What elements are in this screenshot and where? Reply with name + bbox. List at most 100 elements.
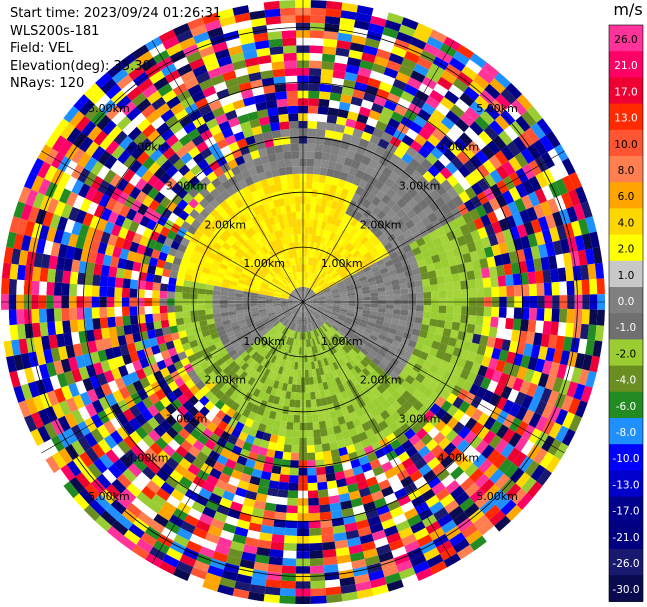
ppi-cell	[416, 210, 428, 221]
ppi-cell	[266, 310, 275, 315]
ppi-cell	[214, 341, 224, 349]
ppi-cell	[211, 375, 221, 386]
ppi-cell	[365, 341, 374, 349]
ppi-cell	[257, 336, 265, 344]
ppi-cell	[536, 468, 552, 486]
ppi-cell	[339, 347, 348, 356]
ppi-cell	[358, 138, 370, 149]
ppi-cell	[530, 370, 542, 386]
ppi-cell	[229, 92, 243, 103]
ppi-cell	[225, 357, 235, 366]
ppi-cell	[337, 282, 345, 288]
ppi-cell	[363, 124, 376, 135]
ppi-cell	[179, 476, 193, 489]
ppi-cell	[219, 63, 235, 75]
ppi-cell	[350, 96, 363, 107]
ppi-cell	[293, 181, 300, 190]
ppi-cell	[442, 328, 452, 338]
ppi-cell	[175, 317, 185, 326]
ppi-cell	[215, 113, 228, 125]
ppi-cell	[573, 383, 586, 401]
ppi-cell	[333, 425, 342, 435]
ppi-cell	[346, 267, 355, 275]
ppi-cell	[273, 307, 282, 311]
ppi-cell	[69, 110, 85, 128]
ppi-cell	[405, 445, 418, 458]
ppi-cell	[257, 298, 266, 301]
ppi-cell	[139, 235, 150, 247]
ppi-cell	[291, 384, 297, 393]
ppi-cell	[458, 132, 473, 147]
ppi-cell	[355, 581, 372, 592]
ppi-cell	[160, 109, 175, 123]
ppi-cell	[290, 322, 295, 330]
colorbar-swatch	[609, 496, 643, 524]
ppi-cell	[141, 466, 156, 480]
ppi-cell	[217, 55, 233, 68]
ppi-cell	[265, 274, 274, 281]
ppi-cell	[464, 482, 480, 498]
ppi-cell	[427, 325, 437, 334]
ppi-cell	[453, 289, 462, 298]
ppi-cell	[410, 70, 426, 83]
info-panel: Start time: 2023/09/24 01:26:31 WLS200s-…	[10, 5, 221, 93]
ppi-cell	[341, 355, 349, 365]
ppi-cell	[482, 201, 494, 215]
ppi-cell	[23, 280, 32, 295]
ppi-cell	[452, 281, 462, 291]
ppi-cell	[199, 546, 215, 559]
ppi-cell	[380, 357, 391, 367]
ppi-cell	[320, 435, 330, 445]
ppi-cell	[159, 367, 171, 378]
ppi-cell	[462, 252, 472, 264]
ppi-cell	[69, 307, 78, 321]
ppi-cell	[300, 287, 302, 295]
ppi-cell	[121, 508, 138, 524]
ppi-cell	[309, 315, 314, 323]
ppi-cell	[267, 107, 279, 117]
ppi-cell	[287, 300, 296, 302]
ppi-cell	[359, 337, 368, 345]
ppi-cell	[183, 121, 197, 134]
ppi-cell	[338, 569, 354, 579]
ppi-cell	[98, 396, 111, 411]
ppi-cell	[356, 588, 374, 599]
ppi-cell	[102, 337, 113, 350]
ppi-cell	[454, 98, 470, 113]
ppi-cell	[284, 436, 293, 445]
ppi-cell	[241, 551, 257, 562]
ppi-cell	[329, 153, 339, 163]
ppi-cell	[391, 45, 407, 58]
ppi-cell	[401, 400, 413, 412]
ppi-cell	[489, 169, 503, 184]
ppi-cell	[349, 324, 358, 331]
ppi-cell	[325, 305, 333, 308]
ppi-cell	[11, 339, 21, 356]
colorbar-tick-label: -2.0	[616, 348, 637, 360]
ppi-cell	[266, 146, 276, 156]
ppi-cell	[478, 130, 493, 146]
ppi-cell	[296, 288, 301, 296]
ppi-cell	[245, 458, 256, 469]
ppi-cell	[347, 536, 362, 547]
ppi-cell	[27, 381, 40, 398]
ppi-cell	[506, 141, 521, 157]
ppi-cell	[292, 242, 297, 250]
ppi-cell	[318, 174, 327, 184]
ppi-cell	[352, 238, 361, 248]
ppi-cell	[375, 120, 388, 132]
ppi-cell	[484, 504, 501, 521]
ppi-cell	[482, 159, 496, 174]
ppi-cell	[116, 473, 132, 489]
ppi-cell	[589, 278, 598, 295]
ppi-cell	[153, 352, 164, 363]
ppi-cell	[468, 306, 477, 316]
ppi-cell	[213, 280, 223, 287]
ppi-cell	[324, 16, 341, 25]
ppi-cell	[423, 305, 432, 313]
ppi-cell	[332, 297, 341, 300]
ppi-cell	[234, 199, 244, 209]
ppi-cell	[332, 343, 340, 352]
ppi-cell	[292, 281, 297, 289]
ppi-cell	[153, 166, 167, 180]
